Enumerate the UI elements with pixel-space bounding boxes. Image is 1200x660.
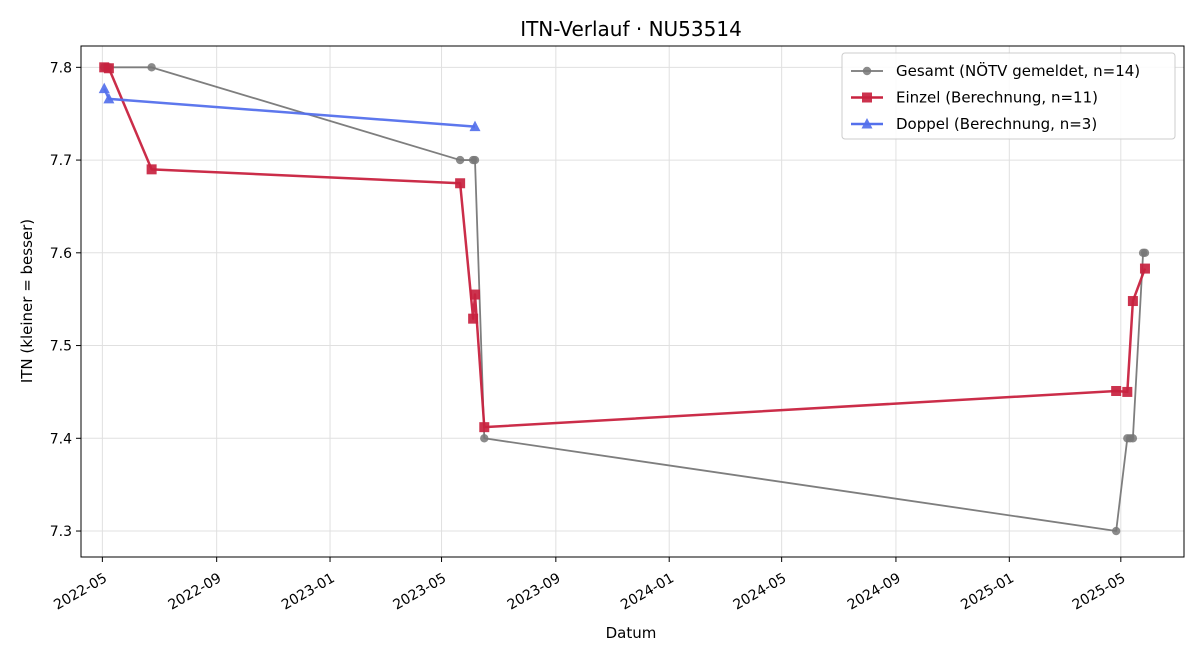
data-point <box>468 313 479 324</box>
data-point <box>146 164 157 175</box>
data-point <box>1111 385 1122 396</box>
y-axis-label: ITN (kleiner = besser) <box>18 219 36 383</box>
legend-marker <box>862 92 872 103</box>
y-tick-label: 7.8 <box>50 60 72 76</box>
y-tick-label: 7.7 <box>50 153 72 169</box>
legend: Gesamt (NÖTV gemeldet, n=14) Einzel (Bere… <box>841 52 1176 140</box>
plot-frame <box>80 45 1185 558</box>
data-point <box>1128 434 1138 443</box>
y-tick-label: 7.5 <box>50 339 72 355</box>
legend-label: Einzel (Berechnung, n=11) <box>896 89 1098 107</box>
y-tick-label: 7.6 <box>50 246 72 262</box>
series-doppel <box>98 82 481 132</box>
data-point <box>1111 526 1121 536</box>
chart-title: ITN-Verlauf · NU53514 <box>520 17 742 41</box>
legend-box <box>841 52 1176 140</box>
data-point <box>469 120 481 132</box>
data-point <box>455 178 466 189</box>
y-tick-label: 7.4 <box>50 431 72 447</box>
data-point <box>103 63 114 74</box>
y-tick-label: 7.3 <box>50 524 72 540</box>
data-point <box>103 92 115 104</box>
legend-marker <box>862 66 872 76</box>
x-axis-label: Datum <box>606 624 657 642</box>
data-point <box>469 289 480 300</box>
data-point <box>1122 386 1133 397</box>
series-layer <box>98 62 1150 536</box>
data-point <box>480 434 489 443</box>
data-point <box>98 82 110 94</box>
data-point <box>1127 296 1138 307</box>
legend-label: Gesamt (NÖTV gemeldet, n=14) <box>896 61 1140 80</box>
series-einzel <box>99 62 1150 433</box>
data-point <box>470 155 480 165</box>
legend-marker <box>861 118 873 129</box>
data-point <box>479 422 490 433</box>
data-point <box>1139 263 1150 274</box>
data-point <box>1140 248 1150 258</box>
data-point <box>455 155 465 165</box>
data-point <box>147 63 156 72</box>
y-axis: 7.3 7.4 7.5 7.6 7.7 7.8 <box>50 60 81 540</box>
legend-label: Doppel (Berechnung, n=3) <box>896 115 1097 133</box>
